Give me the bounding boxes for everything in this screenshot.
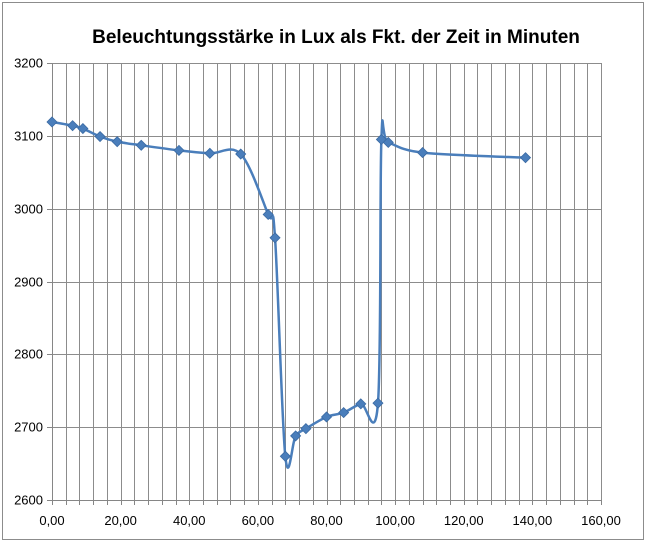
data-point	[279, 450, 291, 462]
x-tick-label: 0,00	[39, 513, 64, 528]
data-point	[67, 120, 79, 132]
y-tick-label: 2600	[14, 493, 43, 508]
chart-frame	[2, 2, 644, 540]
x-tick-label: 20,00	[104, 513, 137, 528]
data-point	[300, 423, 312, 435]
data-point	[519, 152, 532, 164]
data-point	[290, 430, 302, 442]
y-tick-label: 3200	[14, 56, 43, 71]
data-point	[46, 116, 58, 128]
data-point	[382, 136, 394, 148]
chart-title: Beleuchtungsstärke in Lux als Fkt. der Z…	[92, 27, 580, 48]
y-tick-label: 2900	[14, 275, 43, 290]
data-point	[204, 147, 216, 159]
y-tick-label: 2800	[14, 347, 43, 362]
data-point	[111, 136, 123, 148]
axes: 2600 2700 2800 2900 3000 3100 3200 0,00 20,00 40,…	[14, 56, 621, 529]
data-point	[355, 398, 367, 410]
y-tick-label: 3100	[14, 129, 43, 144]
data-point	[173, 144, 185, 156]
x-tick-label: 100,00	[375, 513, 415, 528]
data-point	[269, 232, 281, 244]
data-point	[262, 208, 274, 221]
y-tick-label: 2700	[14, 420, 43, 435]
data-point	[235, 148, 247, 160]
data-point	[372, 397, 384, 409]
x-tick-label: 40,00	[173, 513, 206, 528]
x-tick-label: 160,00	[581, 513, 621, 528]
x-tick-label: 140,00	[512, 513, 552, 528]
x-tick-label: 80,00	[310, 513, 343, 528]
data-point	[338, 407, 350, 419]
data-point	[77, 122, 89, 135]
series-line	[51, 119, 526, 469]
y-tick-label: 3000	[14, 202, 43, 217]
data-point	[320, 411, 333, 423]
x-tick-label: 60,00	[242, 513, 275, 528]
data-point	[135, 139, 147, 151]
grid	[52, 63, 602, 501]
data-point	[417, 147, 429, 159]
series	[46, 116, 532, 469]
data-point	[94, 130, 106, 143]
x-tick-label: 120,00	[444, 513, 484, 528]
